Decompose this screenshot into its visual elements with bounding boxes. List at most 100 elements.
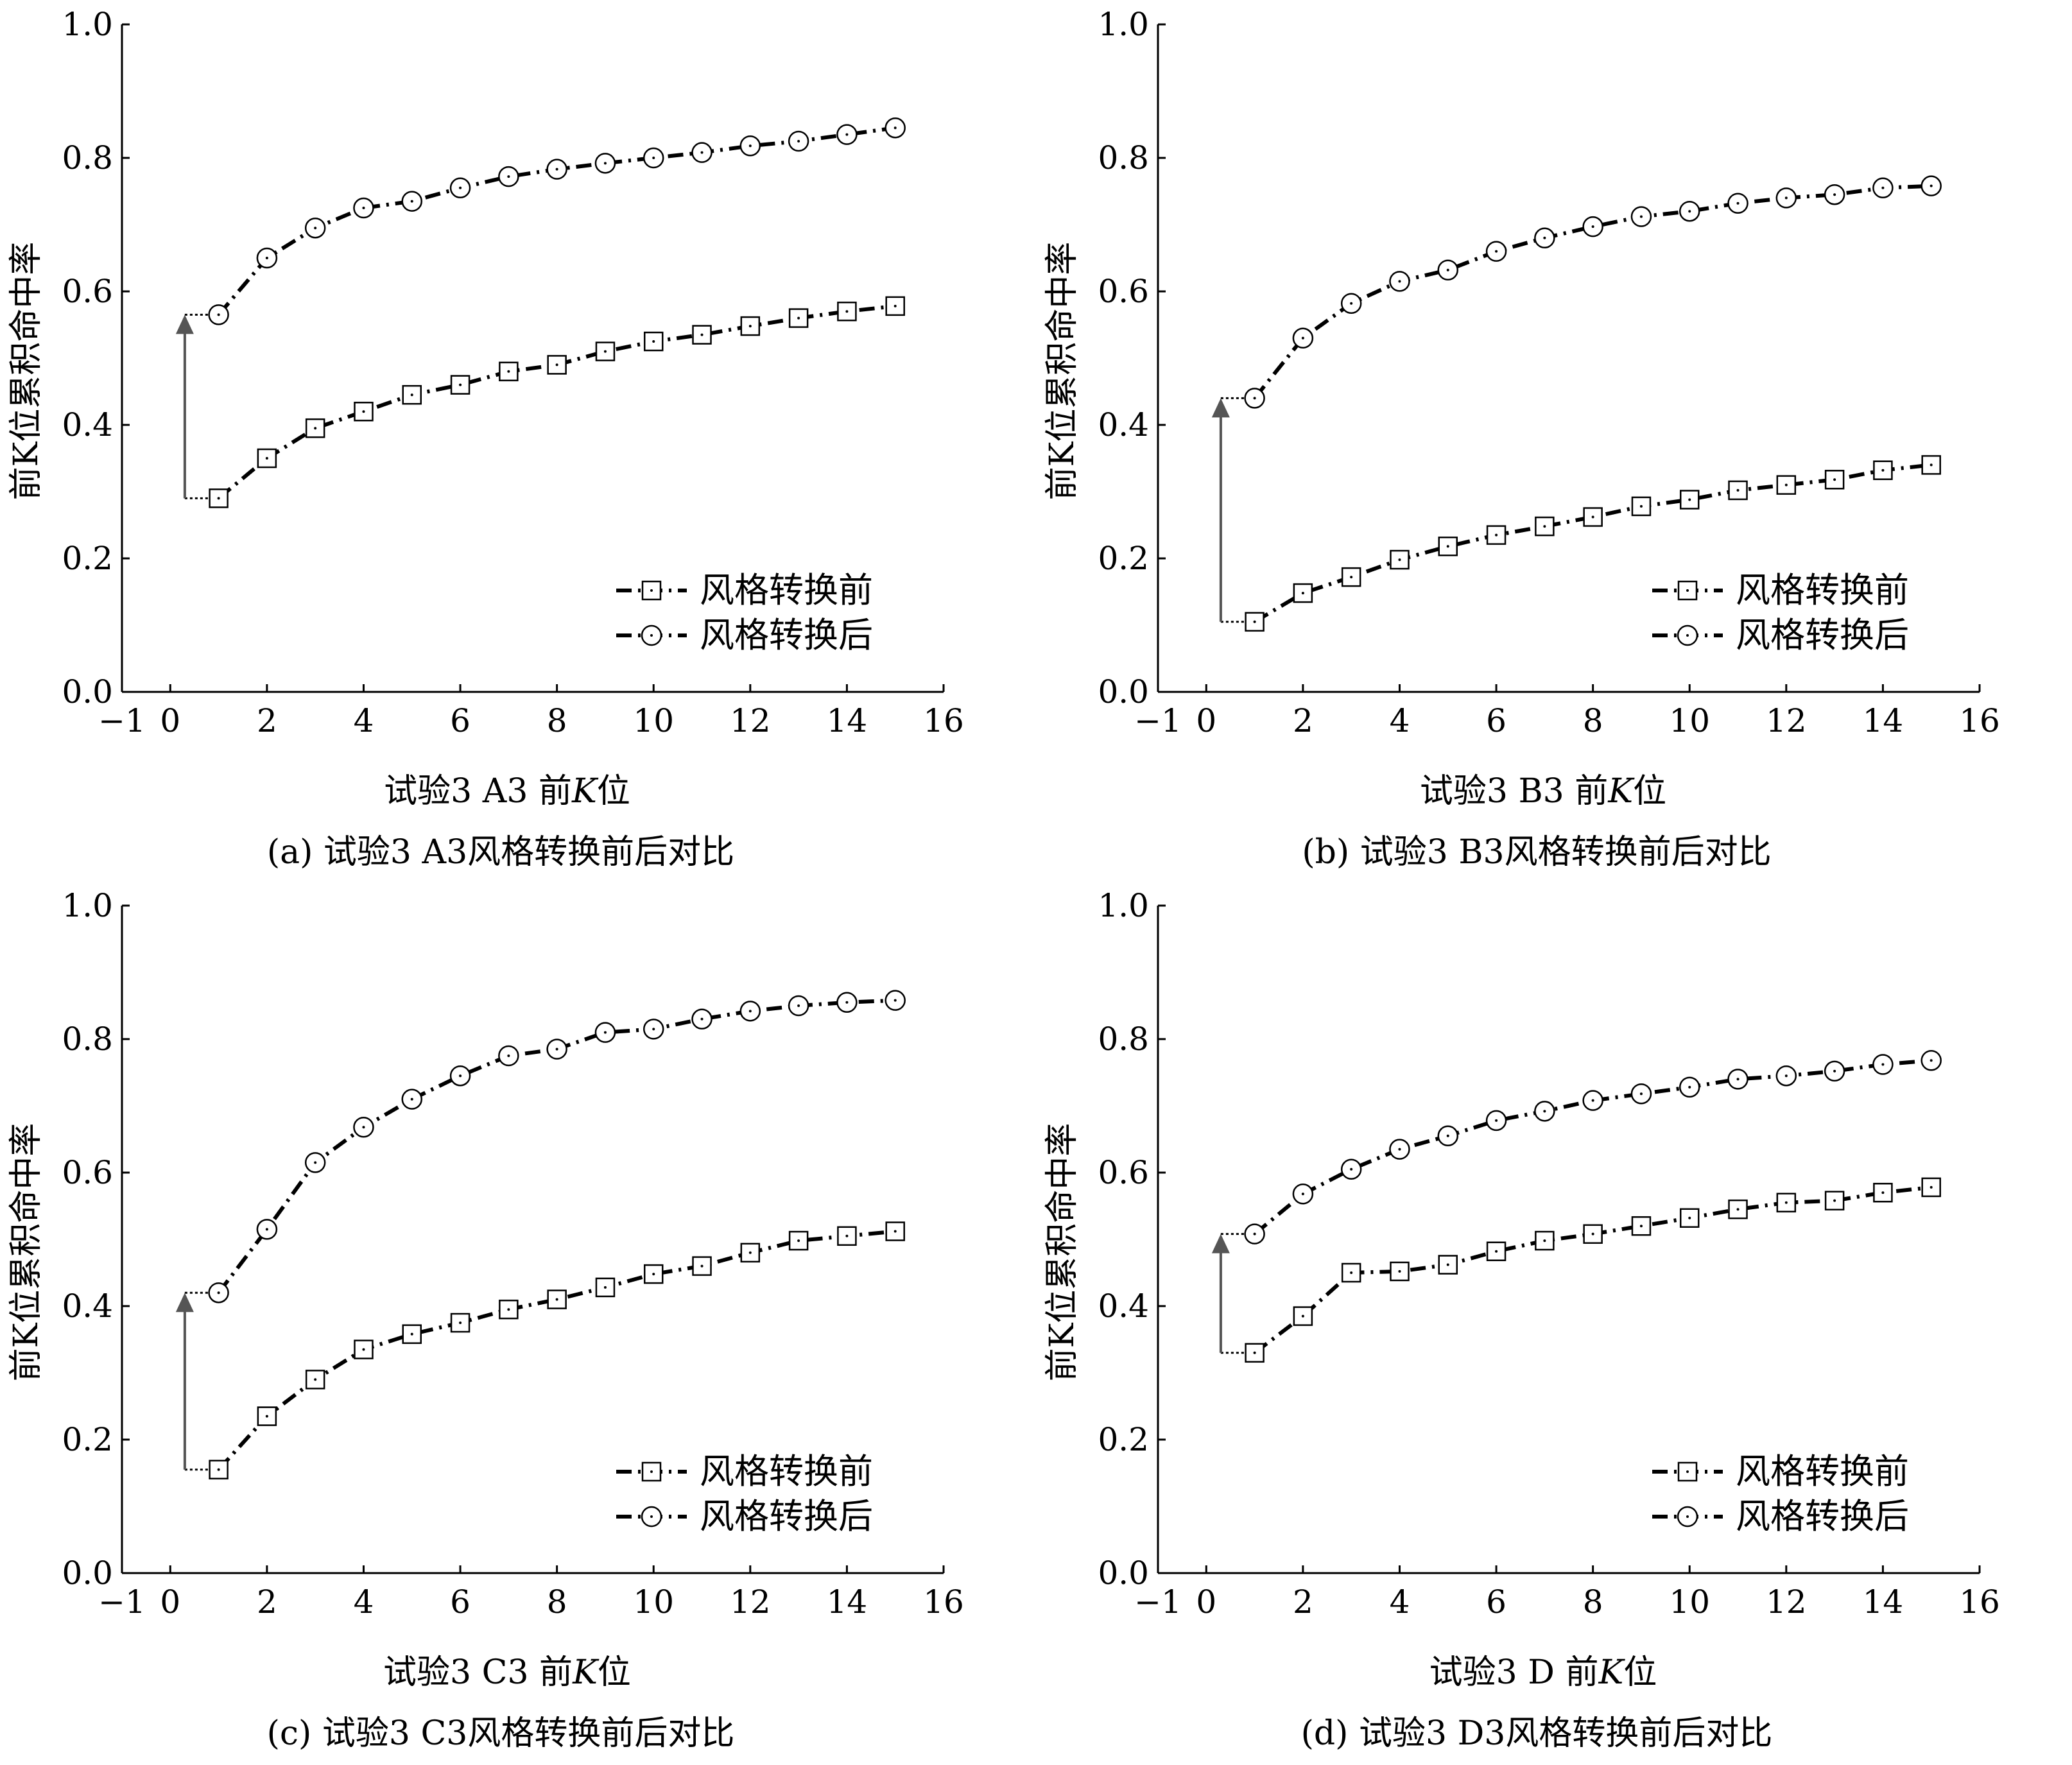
chart-panel-a: −1 0 2 4 6 8 10 12 14 16 0.0 0.2 0.4 0.6 0.8 1.0 前K位累积命中… — [0, 0, 1036, 881]
data-point-before-dot — [1350, 1271, 1353, 1274]
data-point-before-dot — [1639, 1225, 1643, 1228]
data-point-after-dot — [1398, 280, 1401, 283]
data-point-before-dot — [1688, 498, 1691, 501]
data-point-before-dot — [603, 350, 607, 353]
data-point-after-dot — [1736, 1078, 1740, 1081]
data-point-after-dot — [1736, 202, 1740, 205]
x-axis-label-italic: K — [1607, 772, 1635, 811]
arrow-head-icon — [1211, 398, 1230, 418]
series-line-before — [217, 1229, 895, 1471]
x-axis-label: 试验3 D 前K位 — [1429, 1653, 1657, 1692]
data-point-before-dot — [1784, 1201, 1788, 1204]
x-axis-label-post: 位 — [1633, 772, 1666, 811]
chart-panel-d: −1 0 2 4 6 8 10 12 14 16 0.0 0.2 0.4 0.6 0.8 1.0 前K位累积命中… — [1036, 881, 2072, 1762]
data-point-before-dot — [1591, 1232, 1594, 1236]
x-tick-label: 12 — [730, 1583, 771, 1621]
arrow-head-icon — [175, 314, 194, 334]
data-point-before-dot — [748, 325, 752, 328]
data-point-before — [885, 296, 905, 316]
y-axis-label: 前K位累积命中率 — [7, 242, 46, 501]
data-point-before-dot — [1495, 1250, 1498, 1253]
data-point-after-dot — [797, 1004, 800, 1007]
legend-circle-dot — [1686, 634, 1689, 637]
data-point-after-dot — [1639, 215, 1643, 218]
x-tick-label: 2 — [257, 1583, 277, 1621]
legend-circle-dot — [650, 634, 653, 637]
x-tick-label: 6 — [450, 702, 471, 739]
data-point-before-dot — [1833, 1199, 1836, 1202]
data-point-after-dot — [265, 257, 268, 259]
data-point-before-dot — [1930, 463, 1933, 467]
y-tick-label: 0.8 — [62, 1020, 113, 1058]
y-tick-label: 0.6 — [1098, 1154, 1149, 1191]
data-point-after-dot — [1350, 302, 1353, 305]
x-tick-label: 8 — [547, 1583, 567, 1621]
data-point-before-dot — [652, 340, 655, 343]
arrow-head-icon — [175, 1293, 194, 1313]
chart-panel-b: −1 0 2 4 6 8 10 12 14 16 0.0 0.2 0.4 0.6 0.8 1.0 前K位累积命中… — [1036, 0, 2072, 881]
data-point-after-dot — [845, 133, 849, 136]
data-point-after-dot — [1784, 1074, 1788, 1078]
series-line-before — [1254, 463, 1932, 624]
data-point-before — [1438, 537, 1458, 556]
y-tick-label: 1.0 — [62, 887, 113, 924]
data-point-after-dot — [459, 186, 462, 189]
x-tick-label: 8 — [547, 702, 567, 739]
series-line-after — [1253, 1058, 1931, 1236]
data-point-before-dot — [459, 383, 462, 386]
y-tick-label: 0.4 — [62, 406, 113, 443]
x-tick-label: 8 — [1583, 1583, 1603, 1621]
x-tick-label: 0 — [1196, 1583, 1216, 1621]
y-axis-label: 前K位累积命中率 — [1043, 1123, 1082, 1382]
data-point-before-dot — [1881, 469, 1885, 472]
chart-c-svg: −1 0 2 4 6 8 10 12 14 16 0.0 0.2 0.4 0.6 0.8 1.0 前K位累积命中… — [7, 887, 964, 1753]
y-tick-label: 0.2 — [62, 540, 113, 577]
data-point-before-dot — [410, 1332, 413, 1336]
data-point-before-dot — [748, 1251, 752, 1254]
x-tick-label: 16 — [1959, 1583, 2000, 1621]
x-tick-label: 2 — [257, 702, 277, 739]
data-point-after-dot — [1495, 250, 1498, 253]
data-point-before-dot — [894, 1230, 897, 1233]
chart-subtitle: (a) 试验3 A3风格转换前后对比 — [267, 833, 734, 872]
y-tick-label: 0.6 — [62, 273, 113, 310]
data-point-before-dot — [797, 316, 800, 320]
legend-circle-dot — [650, 1515, 653, 1518]
y-tick-label: 0.0 — [62, 1554, 113, 1592]
data-point-before-dot — [555, 1298, 558, 1301]
x-tick-label: 6 — [1486, 702, 1507, 739]
data-point-after-dot — [217, 313, 220, 316]
y-tick-label: 0.4 — [1098, 406, 1149, 443]
y-tick-label: 0.2 — [62, 1421, 113, 1458]
x-tick-label: −1 — [1134, 1583, 1182, 1621]
data-point-before-dot — [1543, 525, 1546, 528]
data-point-after-dot — [410, 1098, 413, 1101]
data-point-after-dot — [797, 140, 800, 142]
data-point-before — [1535, 516, 1555, 537]
x-tick-label: 16 — [1959, 702, 2000, 739]
y-tick-label: 0.2 — [1098, 1421, 1149, 1458]
x-axis-label-pre: 试验3 A3 前 — [384, 772, 572, 811]
series-line-before — [217, 304, 896, 500]
legend-label: 风格转换前 — [1736, 570, 1909, 610]
data-point-after-dot — [1784, 196, 1788, 200]
data-point-after-dot — [217, 1291, 220, 1295]
x-axis-label-pre: 试验3 B3 前 — [1420, 772, 1608, 811]
data-point-after-dot — [265, 1228, 268, 1231]
data-point-after-dot — [1833, 193, 1836, 196]
data-point-after-dot — [362, 1126, 365, 1129]
x-tick-label: 16 — [923, 702, 964, 739]
legend-square-dot — [650, 1470, 653, 1473]
data-point-after-dot — [652, 1028, 655, 1031]
data-point-before — [788, 1230, 809, 1251]
data-point-before-dot — [1301, 1314, 1304, 1318]
x-tick-label: 10 — [1669, 1583, 1710, 1621]
data-point-before-dot — [314, 1378, 317, 1381]
data-point-after-dot — [555, 1047, 558, 1051]
chart-a-svg: −1 0 2 4 6 8 10 12 14 16 0.0 0.2 0.4 0.6 0.8 1.0 前K位累积命中… — [7, 6, 964, 872]
data-point-before-dot — [1639, 504, 1643, 508]
data-point-before-dot — [1930, 1185, 1933, 1189]
legend-label: 风格转换前 — [1736, 1451, 1909, 1492]
data-point-before-dot — [1784, 483, 1788, 486]
data-point-before — [1341, 1262, 1361, 1283]
